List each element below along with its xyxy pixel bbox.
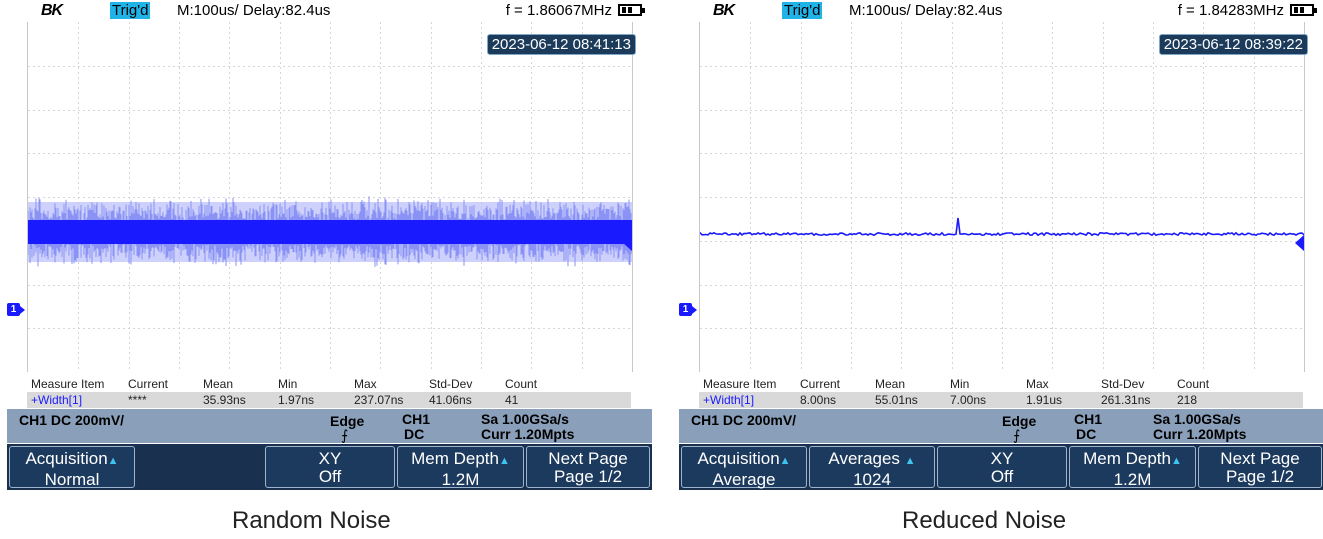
header-min: Min [278, 377, 298, 391]
arrow-up-icon: ▲ [779, 455, 791, 467]
arrow-up-icon: ▲ [498, 455, 510, 467]
frequency-readout: f = 1.86067MHz [505, 2, 612, 19]
trigger-status: Trig'd [110, 2, 151, 19]
next-page-softkey[interactable]: Next Page Page 1/2 [1198, 446, 1322, 488]
header-current: Current [800, 377, 841, 391]
status-bar: BK Trig'd M:100us/ Delay:82.4us f = 1.84… [679, 0, 1323, 22]
trigger-coupling: DC [1076, 426, 1097, 442]
header-max: Max [1026, 377, 1049, 391]
oscilloscope-screen-reduced-noise: BK Trig'd M:100us/ Delay:82.4us f = 1.84… [679, 0, 1323, 490]
measurement-value-row: +Width[1] **** 35.93ns 1.97ns 237.07ns 4… [27, 392, 631, 408]
measurement-table: Measure Item Current Mean Min Max Std-De… [699, 373, 1303, 409]
arrow-up-icon: ▲ [107, 455, 119, 467]
header-measure-item: Measure Item [703, 377, 777, 391]
waveform-trace [700, 217, 1304, 237]
trigger-coupling: DC [404, 426, 425, 442]
empty-softkey[interactable] [137, 446, 263, 488]
header-count: Count [505, 377, 538, 391]
xy-softkey[interactable]: XY Off [265, 446, 395, 488]
trigger-type: Edge [1002, 413, 1037, 429]
status-bar: BK Trig'd M:100us/ Delay:82.4us f = 1.86… [7, 0, 652, 22]
value-current: **** [128, 393, 147, 407]
arrow-up-icon: ▲ [904, 455, 916, 467]
value-measure-item: +Width[1] [703, 393, 755, 407]
channel-setting: CH1 DC 200mV/ [691, 412, 797, 428]
trigger-status: Trig'd [782, 2, 823, 19]
channel-1-offset-icon[interactable]: 1 [7, 303, 25, 316]
edge-rising-icon: ⨍ [341, 427, 349, 443]
waveform-grid[interactable]: 2023-06-12 08:39:22 [699, 22, 1308, 372]
brand-logo: BK [41, 2, 63, 19]
header-std-dev: Std-Dev [1101, 377, 1145, 391]
mem-depth-softkey[interactable]: Mem Depth▲ 1.2M [397, 446, 524, 489]
arrow-up-icon: ▲ [1170, 455, 1182, 467]
edge-rising-icon: ⨍ [1013, 427, 1021, 443]
noise-core [28, 220, 632, 244]
trigger-source: CH1 [402, 411, 431, 427]
sample-rate: Sa 1.00GSa/s [481, 411, 569, 427]
timestamp: 2023-06-12 08:39:22 [1158, 34, 1308, 55]
next-page-softkey[interactable]: Next Page Page 1/2 [526, 446, 650, 488]
value-max: 237.07ns [354, 393, 404, 407]
sample-rate: Sa 1.00GSa/s [1153, 411, 1241, 427]
channel-info-bar: CH1 DC 200mV/ Edge ⨍ CH1 DC Sa 1.00GSa/s… [679, 409, 1323, 443]
timebase-readout: M:100us/ Delay:82.4us [849, 2, 1003, 19]
trigger-level-icon[interactable] [1295, 235, 1304, 251]
battery-icon [618, 4, 645, 16]
grid-svg [28, 22, 632, 372]
acquisition-softkey[interactable]: Acquisition▲ Normal [9, 446, 135, 489]
softkey-bar: Acquisition▲ Normal XY Off Mem Depth▲ 1.… [7, 444, 652, 490]
value-mean: 55.01ns [875, 393, 918, 407]
value-std-dev: 41.06ns [429, 393, 472, 407]
channel-setting: CH1 DC 200mV/ [19, 412, 125, 428]
header-mean: Mean [875, 377, 906, 391]
battery-icon [1290, 4, 1317, 16]
channel-1-offset-icon[interactable]: 1 [679, 303, 697, 316]
value-count: 41 [505, 393, 519, 407]
header-measure-item: Measure Item [31, 377, 105, 391]
header-current: Current [128, 377, 169, 391]
waveform-trace [28, 196, 632, 267]
averages-softkey[interactable]: Averages ▲ 1024 [809, 446, 935, 489]
averaged-trace [700, 217, 1304, 237]
value-min: 7.00ns [950, 393, 987, 407]
measurement-value-row: +Width[1] 8.00ns 55.01ns 7.00ns 1.91us 2… [699, 392, 1303, 408]
memory-points: Curr 1.20Mpts [481, 426, 575, 442]
memory-points: Curr 1.20Mpts [1153, 426, 1247, 442]
header-min: Min [950, 377, 970, 391]
header-std-dev: Std-Dev [429, 377, 473, 391]
value-std-dev: 261.31ns [1101, 393, 1151, 407]
header-count: Count [1177, 377, 1210, 391]
oscilloscope-screen-random-noise: BK Trig'd M:100us/ Delay:82.4us f = 1.86… [7, 0, 652, 490]
trigger-source: CH1 [1074, 411, 1103, 427]
waveform-grid[interactable]: 2023-06-12 08:41:13 [27, 22, 636, 372]
measurement-header-row: Measure Item Current Mean Min Max Std-De… [27, 376, 631, 392]
trigger-level-icon[interactable] [623, 235, 632, 251]
measurement-header-row: Measure Item Current Mean Min Max Std-De… [699, 376, 1303, 392]
brand-logo: BK [713, 2, 735, 19]
timestamp: 2023-06-12 08:41:13 [486, 34, 636, 55]
xy-softkey[interactable]: XY Off [937, 446, 1067, 488]
value-min: 1.97ns [278, 393, 315, 407]
caption-reduced-noise: Reduced Noise [902, 507, 1067, 534]
value-mean: 35.93ns [203, 393, 246, 407]
header-mean: Mean [203, 377, 234, 391]
grid-svg [700, 22, 1304, 372]
value-current: 8.00ns [800, 393, 837, 407]
channel-info-bar: CH1 DC 200mV/ Edge ⨍ CH1 DC Sa 1.00GSa/s… [7, 409, 652, 443]
value-measure-item: +Width[1] [31, 393, 83, 407]
frequency-readout: f = 1.84283MHz [1177, 2, 1284, 19]
acquisition-softkey[interactable]: Acquisition▲ Average [681, 446, 807, 489]
softkey-bar: Acquisition▲ Average Averages ▲ 1024 XY … [679, 444, 1323, 490]
measurement-table: Measure Item Current Mean Min Max Std-De… [27, 373, 631, 409]
trigger-type: Edge [330, 413, 365, 429]
timebase-readout: M:100us/ Delay:82.4us [177, 2, 331, 19]
header-max: Max [354, 377, 377, 391]
caption-random-noise: Random Noise [232, 507, 391, 534]
mem-depth-softkey[interactable]: Mem Depth▲ 1.2M [1069, 446, 1196, 489]
value-count: 218 [1177, 393, 1198, 407]
value-max: 1.91us [1026, 393, 1063, 407]
